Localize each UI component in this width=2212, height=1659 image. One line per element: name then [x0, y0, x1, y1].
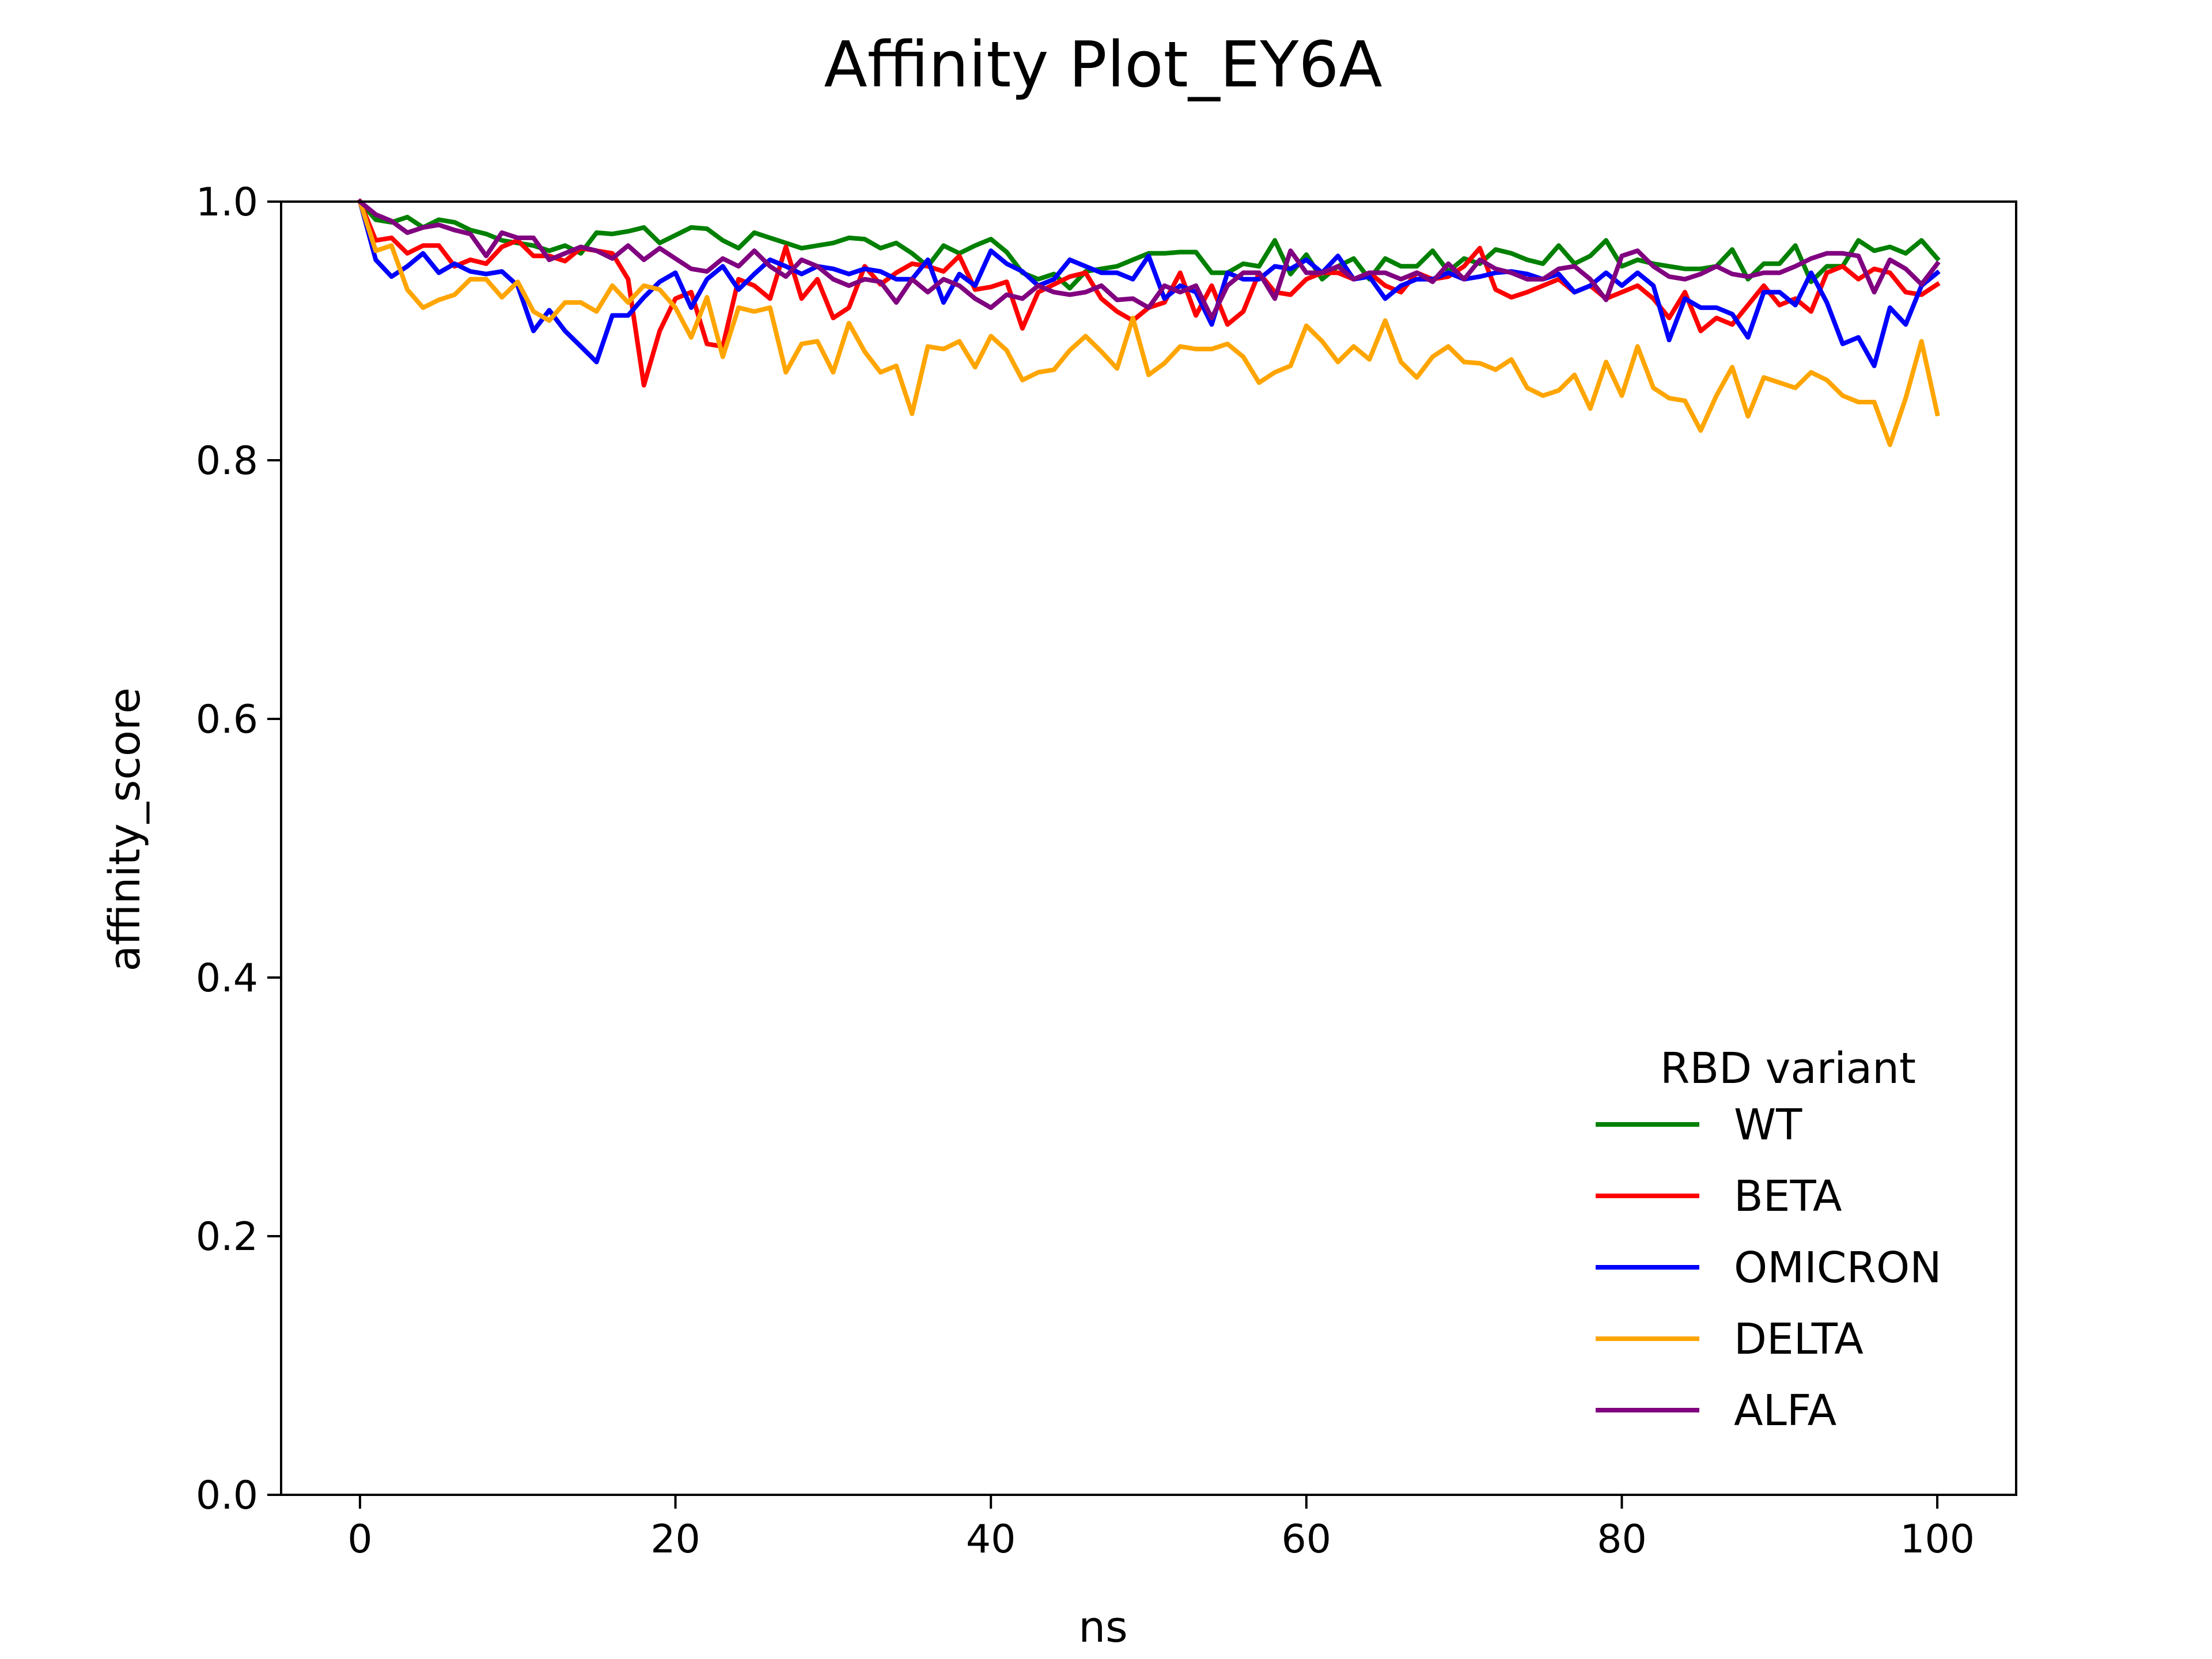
x-tick-label: 100: [1900, 1517, 1975, 1562]
x-tick-label: 60: [1282, 1517, 1332, 1562]
series-line-alfa: [357, 198, 1941, 320]
chart-title: Affinity Plot_EY6A: [824, 28, 1382, 101]
legend-label-wt: WT: [1734, 1100, 1802, 1150]
legend: RBD variant WT BETA OMICRON DELTA ALFA: [1596, 1044, 1942, 1435]
x-tick-label: 20: [650, 1517, 700, 1562]
x-tick-label: 40: [966, 1517, 1016, 1562]
y-tick-label: 0.4: [196, 956, 258, 1001]
series-line-delta: [357, 198, 1940, 448]
y-axis-label: affinity_score: [100, 688, 150, 972]
y-tick-label: 0.0: [196, 1473, 258, 1518]
y-tick-label: 0.6: [196, 697, 258, 743]
legend-label-omicron: OMICRON: [1734, 1243, 1942, 1293]
y-tick-label: 1.0: [196, 180, 258, 225]
x-axis-label: ns: [1078, 1603, 1127, 1652]
y-tick-label: 0.2: [196, 1214, 258, 1260]
plot-frame: [280, 200, 2017, 1496]
legend-label-delta: DELTA: [1734, 1315, 1863, 1364]
y-tick-label: 0.8: [196, 438, 258, 484]
x-tick-label: 0: [347, 1517, 372, 1562]
legend-label-alfa: ALFA: [1734, 1386, 1837, 1435]
series-line-omicron: [357, 199, 1941, 369]
series-line-wt: [357, 198, 1941, 291]
plot-area: 0 20 40 60 80 100 0.0 0.2 0.4 0.6 0.8 1.0: [196, 180, 2017, 1562]
legend-title: RBD variant: [1660, 1044, 1916, 1093]
legend-label-beta: BETA: [1734, 1172, 1842, 1221]
x-tick-label: 80: [1597, 1517, 1647, 1562]
